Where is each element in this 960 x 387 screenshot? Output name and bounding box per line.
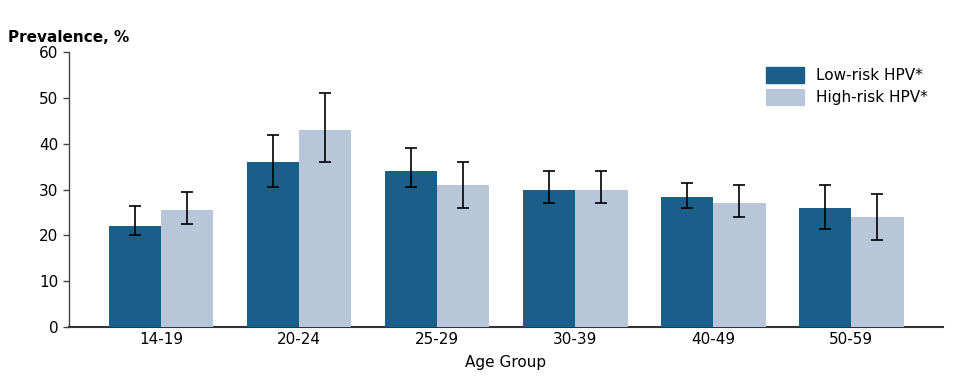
Bar — [385, 171, 437, 327]
Bar — [713, 204, 765, 327]
Bar — [799, 208, 852, 327]
Bar — [437, 185, 490, 327]
Legend: Low-risk HPV*, High-risk HPV*: Low-risk HPV*, High-risk HPV* — [758, 60, 936, 113]
Bar — [161, 210, 213, 327]
Bar — [660, 197, 713, 327]
Bar — [522, 190, 575, 327]
Bar — [247, 162, 299, 327]
X-axis label: Age Group: Age Group — [466, 355, 546, 370]
Bar — [108, 226, 161, 327]
Bar — [299, 130, 351, 327]
Text: Prevalence, %: Prevalence, % — [8, 30, 129, 45]
Bar — [575, 190, 628, 327]
Bar — [852, 217, 903, 327]
